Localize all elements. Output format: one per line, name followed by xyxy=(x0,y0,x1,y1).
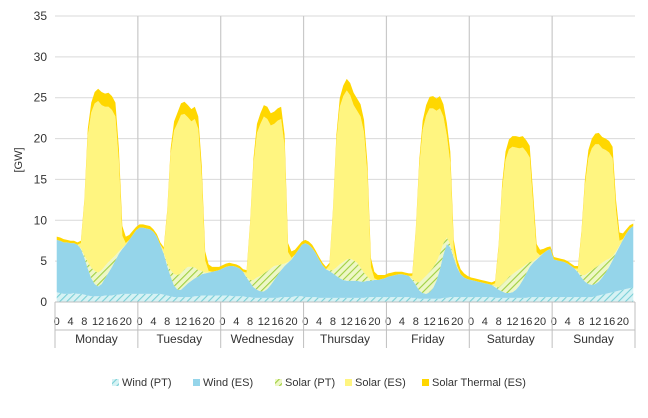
day-label: Friday xyxy=(411,332,444,346)
x-tick-label: 4 xyxy=(316,316,322,328)
x-tick-label: 4 xyxy=(150,316,156,328)
x-tick-label: 0 xyxy=(468,316,474,328)
series-area-wind-es xyxy=(56,226,634,299)
x-tick-label: 0 xyxy=(302,316,308,328)
x-tick-label: 8 xyxy=(81,316,87,328)
day-label: Tuesday xyxy=(156,332,202,346)
day-label: Saturday xyxy=(487,332,535,346)
series-areas xyxy=(56,78,634,302)
legend-swatch-wind-pt xyxy=(112,379,119,386)
legend-swatch-solar-es xyxy=(345,379,352,386)
x-tick-label: 8 xyxy=(247,316,253,328)
legend-label-solar-es: Solar (ES) xyxy=(355,377,406,389)
x-tick-label: 20 xyxy=(451,316,463,328)
x-tick-label: 20 xyxy=(285,316,297,328)
legend-label-solar-pt: Solar (PT) xyxy=(285,377,335,389)
x-tick-label: 12 xyxy=(341,316,353,328)
x-tick-label: 16 xyxy=(520,316,532,328)
legend-label-wind-pt: Wind (PT) xyxy=(122,377,172,389)
y-tick-label: 0 xyxy=(40,295,47,309)
x-tick-label: 4 xyxy=(565,316,571,328)
x-tick-label: 12 xyxy=(258,316,270,328)
x-tick-label: 12 xyxy=(92,316,104,328)
x-tick-label: 16 xyxy=(354,316,366,328)
y-tick-label: 20 xyxy=(34,132,48,146)
series-area-wind-pt xyxy=(56,287,634,302)
x-tick-label: 12 xyxy=(423,316,435,328)
x-tick-label: 20 xyxy=(617,316,629,328)
x-tick-label: 8 xyxy=(578,316,584,328)
legend-label-solar-thermal-es: Solar Thermal (ES) xyxy=(432,377,526,389)
x-tick-label: 12 xyxy=(506,316,518,328)
x-tick-label: 8 xyxy=(496,316,502,328)
day-label: Wednesday xyxy=(231,332,294,346)
x-tick-label: 8 xyxy=(164,316,170,328)
x-tick-label: 16 xyxy=(106,316,118,328)
day-label: Monday xyxy=(75,332,118,346)
x-tick-label: 20 xyxy=(120,316,132,328)
legend-label-wind-es: Wind (ES) xyxy=(203,377,253,389)
x-tick-label: 4 xyxy=(482,316,488,328)
x-tick-label: 20 xyxy=(534,316,546,328)
x-tick-label: 16 xyxy=(272,316,284,328)
x-tick-label: 8 xyxy=(413,316,419,328)
y-tick-label: 5 xyxy=(40,254,47,268)
series-area-solar-pt xyxy=(56,226,634,294)
day-label: Sunday xyxy=(573,332,614,346)
x-tick-label: 8 xyxy=(330,316,336,328)
series-area-solar-es xyxy=(56,90,634,288)
y-tick-label: 35 xyxy=(34,9,48,23)
y-tick-label: 15 xyxy=(34,172,48,186)
legend-swatch-solar-pt xyxy=(275,379,282,386)
x-tick-label: 12 xyxy=(589,316,601,328)
x-tick-label: 0 xyxy=(551,316,557,328)
x-tick-label: 0 xyxy=(219,316,225,328)
legend-swatch-solar-thermal-es xyxy=(422,379,429,386)
x-tick-label: 4 xyxy=(233,316,239,328)
x-tick-label: 20 xyxy=(203,316,215,328)
day-label: Thursday xyxy=(320,332,370,346)
x-tick-label: 0 xyxy=(137,316,143,328)
x-tick-label: 0 xyxy=(54,316,60,328)
legend-swatch-wind-es xyxy=(193,379,200,386)
x-tick-label: 12 xyxy=(175,316,187,328)
x-tick-label: 4 xyxy=(67,316,73,328)
x-tick-label: 16 xyxy=(189,316,201,328)
y-axis-label: [GW] xyxy=(13,147,25,172)
y-tick-label: 10 xyxy=(34,213,48,227)
legend: Wind (PT) Wind (ES) Solar (PT) Solar (ES) So… xyxy=(112,377,526,389)
x-tick-label: 16 xyxy=(437,316,449,328)
x-tick-label: 4 xyxy=(399,316,405,328)
x-tick-label: 20 xyxy=(368,316,380,328)
y-tick-label: 25 xyxy=(34,91,48,105)
x-tick-label: 0 xyxy=(385,316,391,328)
x-tick-label: 16 xyxy=(603,316,615,328)
y-tick-label: 30 xyxy=(34,50,48,64)
